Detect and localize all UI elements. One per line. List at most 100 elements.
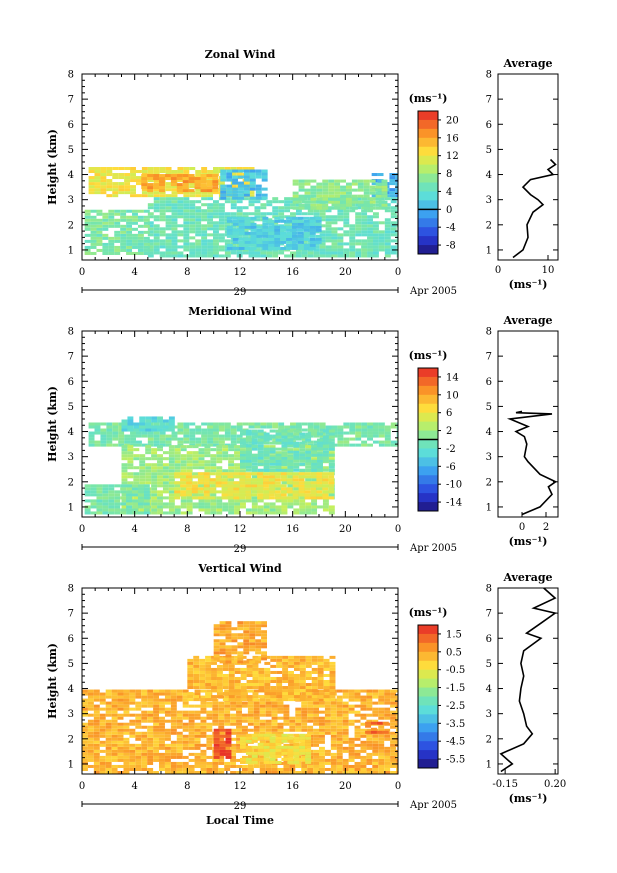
- field-cell: [216, 692, 223, 696]
- field-cell: [240, 686, 247, 690]
- field-cell: [396, 224, 398, 228]
- field-cell: [348, 704, 355, 708]
- field-cell: [298, 188, 305, 192]
- field-cell: [396, 695, 398, 699]
- field-cell: [141, 746, 148, 750]
- field-cell: [153, 174, 160, 178]
- field-cell: [180, 463, 187, 467]
- field-cell: [228, 505, 235, 509]
- field-cell: [372, 230, 379, 234]
- field-cell: [249, 196, 256, 200]
- field-cell: [129, 746, 136, 750]
- field-cell: [234, 445, 240, 449]
- field-cell: [176, 177, 183, 181]
- field-cell: [298, 206, 305, 210]
- average-y-tick-label: 4: [486, 170, 492, 181]
- field-cell: [236, 728, 242, 732]
- field-cell: [117, 713, 124, 717]
- field-cell: [82, 689, 88, 693]
- field-cell: [319, 728, 325, 732]
- field-cell: [263, 447, 270, 451]
- field-cell: [218, 182, 225, 186]
- field-cell: [99, 695, 106, 699]
- field-cell: [303, 216, 310, 220]
- field-cell: [366, 707, 373, 711]
- field-cell: [164, 698, 171, 702]
- field-cell: [170, 716, 177, 720]
- field-cell: [201, 440, 208, 444]
- field-cell: [378, 758, 385, 762]
- field-cell: [256, 234, 263, 238]
- field-cell: [319, 233, 326, 237]
- field-cell: [112, 437, 119, 441]
- field-cell: [153, 236, 160, 240]
- field-cell: [274, 493, 281, 497]
- field-cell: [157, 445, 163, 449]
- field-cell: [254, 425, 261, 429]
- field-cell: [234, 679, 241, 684]
- field-cell: [322, 487, 329, 491]
- field-cell: [330, 770, 337, 774]
- field-cell: [396, 767, 398, 771]
- field-cell: [218, 707, 225, 711]
- field-cell: [114, 239, 121, 243]
- field-cell: [159, 731, 165, 735]
- field-cell: [366, 740, 373, 744]
- field-cell: [363, 194, 370, 198]
- field-cell: [281, 462, 288, 466]
- field-cell: [204, 448, 211, 452]
- field-cell: [126, 487, 133, 491]
- field-cell: [176, 743, 183, 747]
- field-cell: [182, 186, 189, 190]
- field-cell: [177, 425, 184, 429]
- field-cell: [124, 182, 131, 186]
- field-cell: [137, 499, 144, 503]
- field-cell: [230, 716, 237, 720]
- field-cell: [96, 242, 103, 246]
- field-cell: [288, 698, 294, 702]
- field-cell: [366, 698, 373, 702]
- field-cell: [283, 716, 290, 720]
- field-cell: [384, 713, 391, 717]
- field-cell: [378, 725, 385, 729]
- field-cell: [211, 661, 217, 665]
- field-cell: [188, 704, 195, 708]
- field-cell: [94, 179, 101, 183]
- field-cell: [280, 493, 287, 497]
- field-cell: [245, 484, 252, 488]
- field-cell: [135, 716, 142, 720]
- field-cell: [336, 728, 343, 732]
- field-cell: [222, 502, 229, 506]
- field-cell: [143, 236, 150, 240]
- field-cell: [90, 236, 97, 240]
- field-cell: [224, 695, 231, 699]
- field-cell: [171, 218, 178, 222]
- field-cell: [201, 197, 208, 201]
- field-cell: [322, 444, 329, 448]
- field-cell: [384, 425, 391, 429]
- field-cell: [117, 734, 124, 738]
- field-cell: [238, 187, 244, 191]
- field-cell: [171, 197, 178, 201]
- field-cell: [157, 484, 163, 488]
- field-cell: [336, 698, 343, 702]
- field-cell: [275, 435, 282, 439]
- field-cell: [165, 194, 172, 198]
- field-cell: [257, 441, 264, 445]
- field-cell: [216, 686, 223, 690]
- field-cell: [222, 673, 229, 677]
- field-cell: [378, 761, 385, 765]
- field-cell: [271, 767, 278, 771]
- field-cell: [307, 212, 314, 216]
- field-cell: [348, 737, 355, 741]
- colorbar-band: [418, 466, 438, 476]
- field-cell: [328, 511, 335, 515]
- field-cell: [228, 676, 235, 680]
- field-cell: [164, 692, 171, 696]
- field-cell: [313, 716, 319, 720]
- field-cell: [147, 203, 154, 207]
- field-cell: [307, 707, 314, 711]
- field-cell: [232, 237, 239, 241]
- field-cell: [126, 248, 133, 252]
- field-cell: [143, 508, 150, 512]
